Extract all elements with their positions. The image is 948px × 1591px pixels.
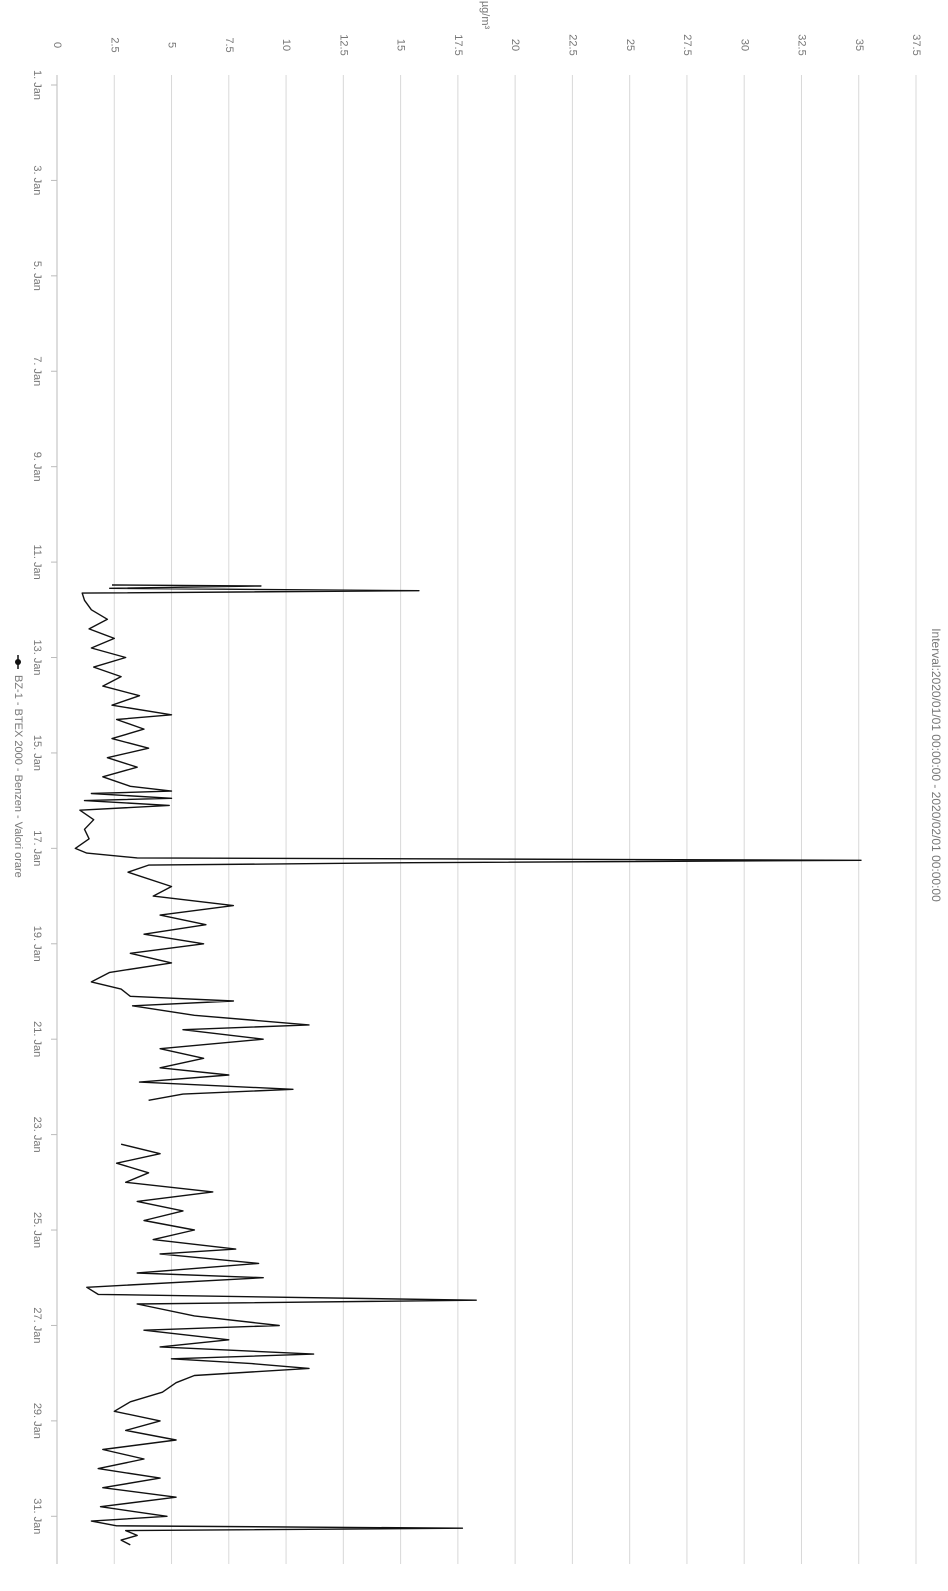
- y-tick-label: 15: [395, 39, 407, 51]
- y-tick-label: 25: [624, 39, 636, 51]
- y-tick-label: 37.5: [910, 34, 922, 55]
- x-tick-label: 25. Jan: [31, 1212, 43, 1248]
- x-tick-label: 19. Jan: [31, 926, 43, 962]
- y-axis-label: µg/m³: [479, 1, 491, 30]
- x-tick-label: 15. Jan: [31, 735, 43, 771]
- legend-label: BZ-1 - BTEX 2000 - Benzen - Valori orare: [12, 675, 24, 878]
- y-tick-label: 5: [166, 42, 178, 48]
- legend-marker: [15, 659, 21, 665]
- chart-title: Interval:2020/01/01 00:00:00 - 2020/02/0…: [929, 628, 943, 902]
- x-tick-label: 29. Jan: [31, 1403, 43, 1439]
- y-tick-label: 10: [280, 39, 292, 51]
- y-tick-label: 30: [738, 39, 750, 51]
- y-tick-label: 27.5: [681, 34, 693, 55]
- rotated-chart: Interval:2020/01/01 00:00:00 - 2020/02/0…: [12, 1, 943, 1564]
- data-line: [74, 584, 862, 1546]
- x-tick-label: 17. Jan: [31, 830, 43, 866]
- x-tick-label: 3. Jan: [31, 165, 43, 195]
- y-tick-label: 32.5: [796, 34, 808, 55]
- x-tick-label: 21. Jan: [31, 1021, 43, 1057]
- y-tick-label: 17.5: [452, 34, 464, 55]
- y-tick-label: 12.5: [337, 34, 349, 55]
- x-tick-label: 9. Jan: [31, 452, 43, 482]
- x-tick-label: 31. Jan: [31, 1498, 43, 1534]
- y-tick-label: 20: [509, 39, 521, 51]
- y-tick-label: 35: [853, 39, 865, 51]
- x-tick-label: 1. Jan: [31, 70, 43, 100]
- x-tick-label: 11. Jan: [31, 544, 43, 579]
- y-tick-label: 22.5: [566, 34, 578, 55]
- x-tick-label: 5. Jan: [31, 261, 43, 291]
- x-tick-label: 27. Jan: [31, 1307, 43, 1343]
- x-tick-label: 13. Jan: [31, 639, 43, 675]
- y-tick-label: 2.5: [108, 37, 120, 52]
- y-tick-label: 0: [51, 42, 63, 48]
- x-tick-label: 23. Jan: [31, 1117, 43, 1153]
- x-tick-label: 7. Jan: [31, 356, 43, 386]
- y-tick-label: 7.5: [223, 37, 235, 52]
